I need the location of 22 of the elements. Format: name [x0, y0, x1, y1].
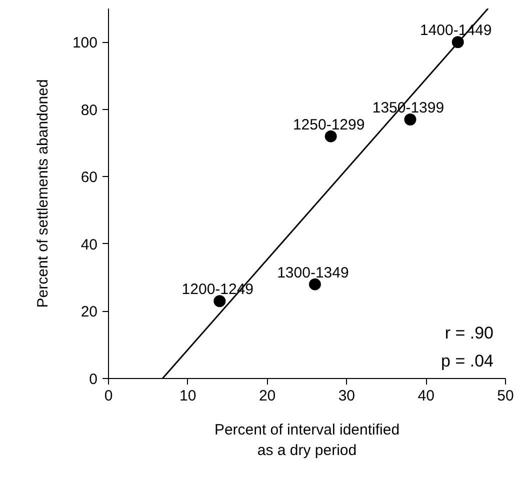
x-tick-label: 0	[104, 388, 113, 404]
y-tick-label: 60	[80, 169, 98, 186]
y-tick-label: 0	[89, 371, 98, 388]
point	[404, 114, 416, 126]
annotation: p = .04	[441, 352, 494, 370]
point	[324, 130, 337, 142]
y-tick-label: 40	[80, 236, 98, 254]
annotation: r = .90	[444, 324, 494, 342]
x-tick-label: 30	[338, 388, 356, 404]
x-tick-label: 10	[180, 388, 196, 404]
y-tick-label: 100	[72, 34, 98, 52]
data-label: 1300-1349	[277, 264, 349, 282]
x-tick-label: 20	[258, 388, 276, 404]
data-label: 1250-1299	[292, 116, 365, 134]
point	[308, 278, 321, 290]
y-axis-title: Percent of settlements abandoned	[34, 79, 52, 308]
x-tick-label: 50	[497, 388, 514, 404]
y-tick-label: 20	[80, 304, 98, 321]
x-tick-label: 40	[418, 388, 434, 404]
y-tick-label: 80	[80, 102, 98, 119]
point	[214, 295, 226, 308]
x-axis-title: Percent of interval identified as a dry period	[214, 422, 400, 459]
